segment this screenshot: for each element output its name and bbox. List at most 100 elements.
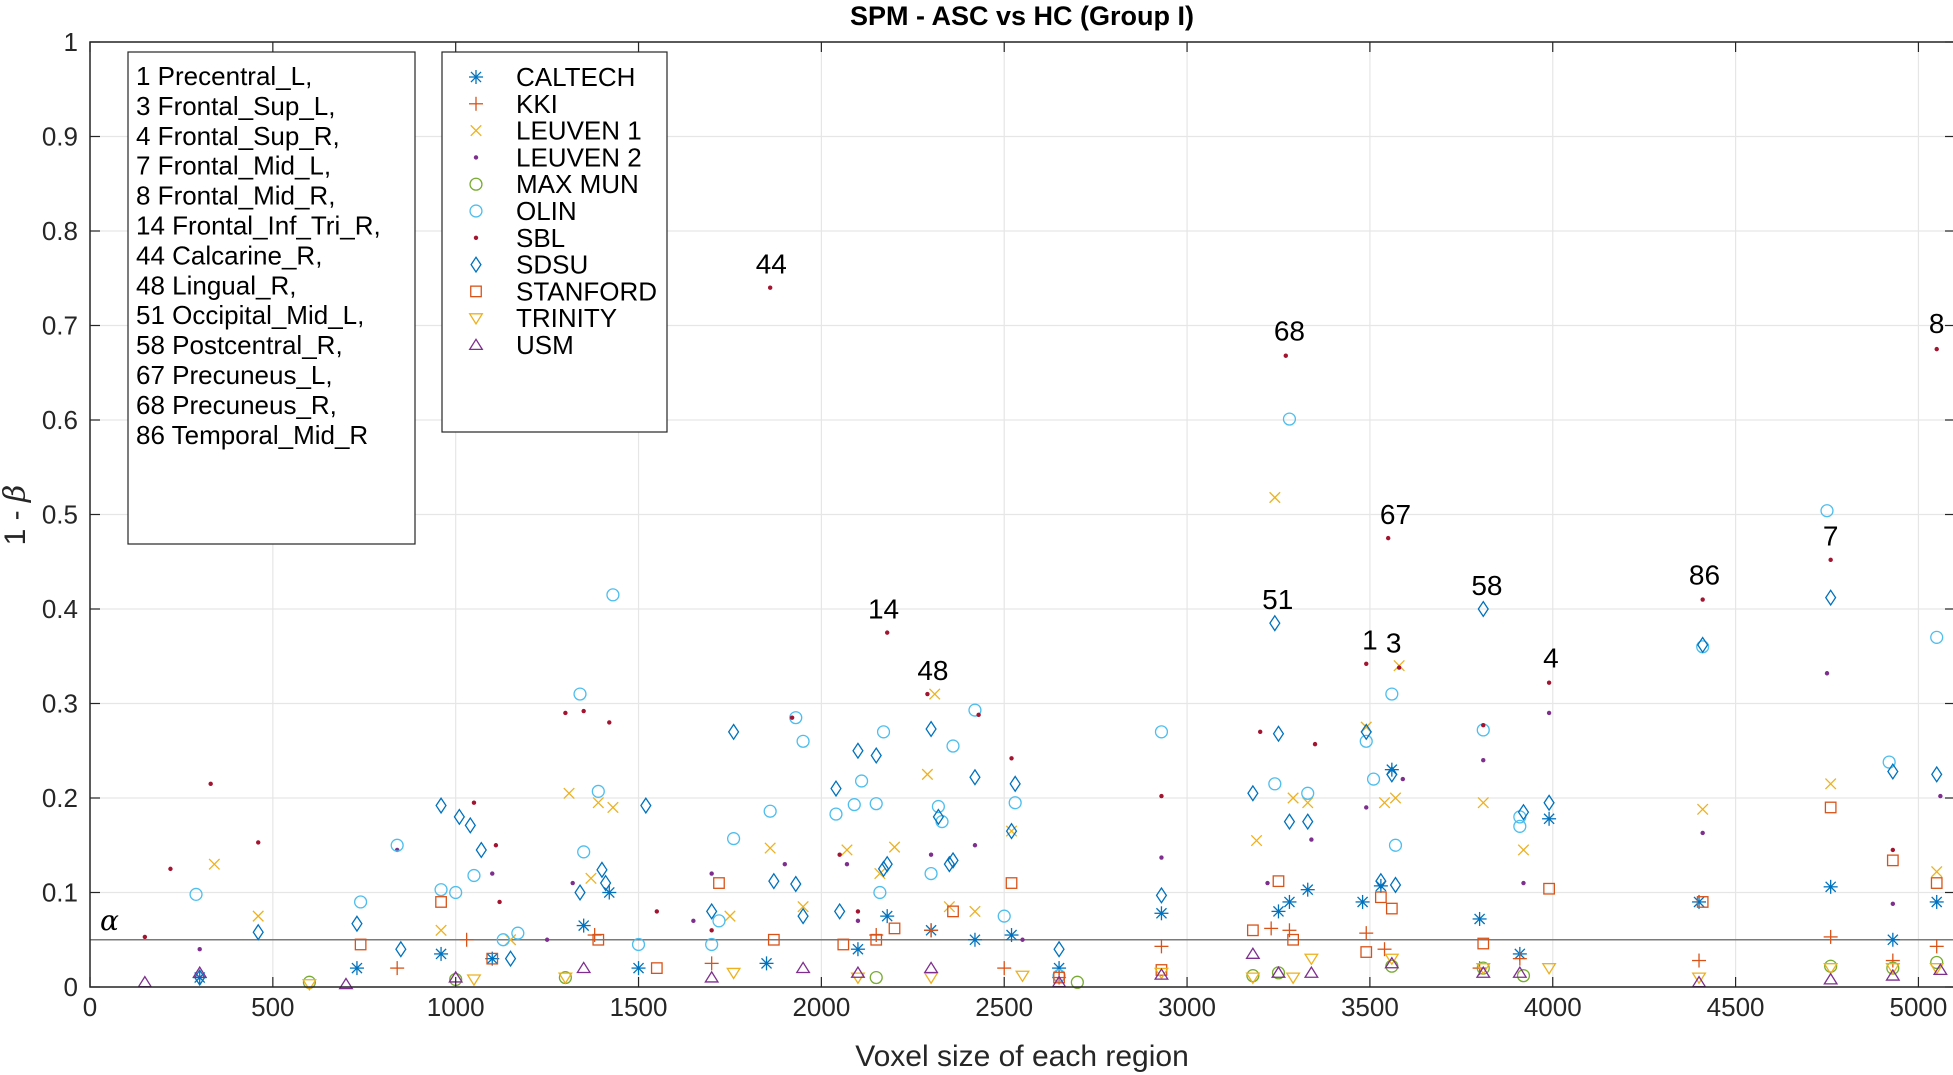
region-annotation: 8 xyxy=(1929,308,1945,339)
data-point xyxy=(1828,557,1833,563)
data-point xyxy=(925,691,930,697)
site-legend-entry: SBL xyxy=(473,223,565,253)
data-point xyxy=(544,937,550,942)
data-point xyxy=(997,961,1012,976)
data-point xyxy=(1521,880,1526,886)
data-point xyxy=(1154,939,1169,954)
data-point xyxy=(640,797,652,815)
data-point xyxy=(764,842,776,854)
data-point xyxy=(1516,969,1531,983)
data-point xyxy=(192,965,208,978)
data-point xyxy=(1885,963,1901,975)
data-point xyxy=(197,947,202,952)
data-point xyxy=(631,961,646,976)
data-point xyxy=(1302,813,1314,831)
data-point xyxy=(449,885,463,900)
site-legend-label: STANFORD xyxy=(516,276,657,306)
data-point xyxy=(877,860,890,878)
data-point xyxy=(1512,965,1528,978)
region-legend-entry: 48 Lingual_R, xyxy=(136,270,296,300)
data-point xyxy=(1700,597,1705,602)
legend-marker xyxy=(469,70,483,84)
data-point xyxy=(782,861,788,867)
data-point xyxy=(1378,797,1391,809)
data-point xyxy=(1931,866,1943,878)
data-point xyxy=(924,866,938,881)
region-annotation: 67 xyxy=(1380,499,1411,530)
data-point xyxy=(189,887,203,901)
data-point xyxy=(1020,937,1025,942)
data-point xyxy=(1546,710,1552,716)
data-point xyxy=(338,977,354,990)
data-point xyxy=(490,871,495,876)
data-point xyxy=(847,798,861,812)
x-tick-label: 2000 xyxy=(792,992,850,1022)
data-point xyxy=(1475,965,1491,978)
data-point xyxy=(475,841,487,859)
legend-marker xyxy=(468,338,484,351)
data-point xyxy=(967,932,982,947)
data-point xyxy=(252,910,264,922)
data-point xyxy=(932,808,945,826)
data-point xyxy=(1389,792,1402,804)
data-point xyxy=(390,838,404,852)
data-point xyxy=(349,961,364,976)
data-point xyxy=(1692,953,1707,968)
region-legend-entry: 7 Frontal_Mid_L, xyxy=(136,151,331,181)
data-point xyxy=(208,781,213,787)
data-point xyxy=(854,774,869,788)
data-point xyxy=(1885,968,1901,981)
data-point xyxy=(925,720,937,738)
x-tick-label: 500 xyxy=(251,992,294,1022)
site-legend-label: CALTECH xyxy=(516,62,635,92)
data-point xyxy=(888,841,901,853)
y-tick-label: 0.6 xyxy=(42,405,78,435)
y-tick-label: 0.7 xyxy=(42,311,78,341)
region-legend-entry: 14 Frontal_Inf_Tri_R, xyxy=(136,211,381,241)
data-point xyxy=(1886,854,1899,867)
data-point xyxy=(1271,965,1286,978)
site-legend-entry: TRINITY xyxy=(468,303,617,333)
legend-marker xyxy=(470,124,482,137)
data-point xyxy=(850,965,866,978)
data-point xyxy=(434,883,448,897)
data-point xyxy=(1929,894,1944,909)
data-point xyxy=(1153,967,1169,980)
data-point xyxy=(1386,765,1398,783)
region-annotation: 44 xyxy=(756,249,787,280)
data-point xyxy=(1159,855,1164,860)
region-annotation: 68 xyxy=(1274,316,1305,347)
data-point xyxy=(1475,963,1491,975)
data-point xyxy=(563,710,568,716)
site-legend-entry: KKI xyxy=(469,89,558,119)
data-point xyxy=(1374,891,1387,904)
x-tick-label: 3000 xyxy=(1158,992,1216,1022)
region-legend-entry: 67 Precuneus_L, xyxy=(136,360,333,390)
data-point xyxy=(1257,729,1263,735)
data-point xyxy=(1154,725,1169,739)
site-legend-entry: MAX MUN xyxy=(469,169,639,199)
data-point xyxy=(1934,346,1939,352)
data-point xyxy=(607,720,612,725)
site-legend-entry: LEUVEN 1 xyxy=(470,116,642,146)
data-point xyxy=(928,852,934,857)
data-point xyxy=(1364,661,1369,667)
data-point xyxy=(767,933,780,946)
data-point xyxy=(1360,723,1372,741)
region-annotation: 86 xyxy=(1689,559,1720,590)
y-tick-label: 0 xyxy=(64,972,78,1002)
y-tick-label: 0.9 xyxy=(42,122,78,152)
alpha-label: α xyxy=(100,904,119,937)
region-annotations: 44 68 8 67 7 86 58 51 14 48 1 3 4 xyxy=(756,249,1945,686)
data-point xyxy=(1385,535,1391,541)
data-point xyxy=(705,902,718,920)
data-point xyxy=(1389,876,1402,894)
data-point xyxy=(869,970,883,985)
data-point xyxy=(1885,953,1900,968)
data-point xyxy=(168,866,173,872)
data-point xyxy=(1691,972,1707,985)
data-point xyxy=(599,874,612,892)
legend-marker xyxy=(473,155,479,160)
data-point xyxy=(1396,665,1402,670)
data-point xyxy=(855,909,861,914)
